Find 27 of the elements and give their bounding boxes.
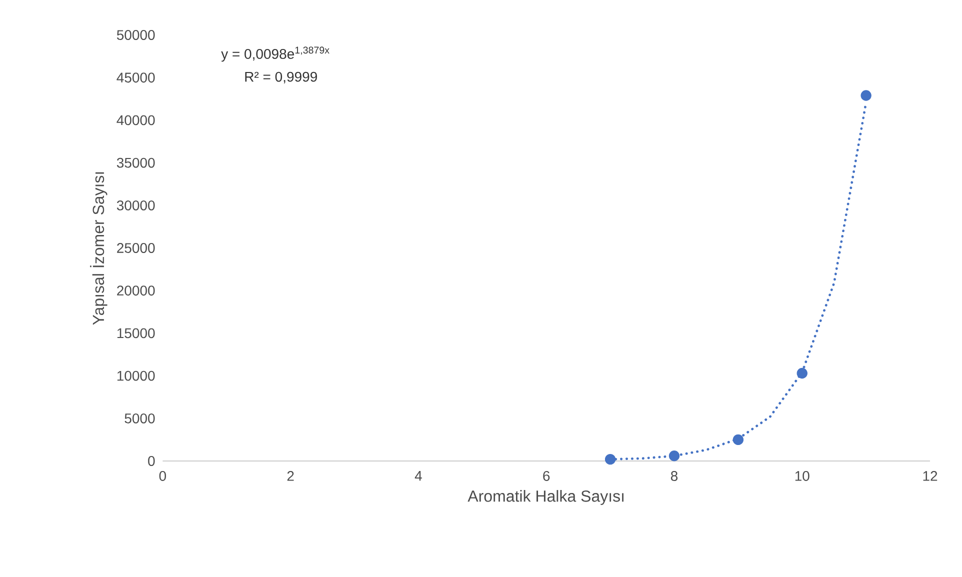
x-tick-label: 10: [795, 471, 810, 481]
x-tick-label: 6: [543, 471, 550, 481]
y-tick-label: 5000: [124, 413, 155, 424]
point: [604, 454, 616, 465]
x-axis-title: Aromatik Halka Sayısı: [468, 490, 624, 505]
y-tick-label: 0: [148, 456, 155, 466]
y-tick-label: 35000: [116, 158, 155, 168]
y-tick-label: 20000: [117, 286, 155, 296]
point: [860, 90, 872, 101]
x-tick-label: 8: [670, 471, 678, 481]
x-tick-label: 0: [159, 471, 166, 481]
annotation: R² = 0,9999: [245, 72, 317, 84]
y-tick-label: 10000: [117, 370, 155, 381]
point: [732, 434, 744, 446]
x-tick-label: 12: [923, 471, 938, 481]
y-axis-title: Yapısal İzomer Sayısı: [90, 172, 108, 325]
x-tick-label: 4: [414, 471, 422, 481]
point: [796, 368, 808, 379]
y-tick-label: 40000: [116, 115, 155, 126]
annotation: y = 0,0098e$^{1,3879x}$: [221, 46, 330, 62]
y-tick-label: 25000: [117, 243, 155, 253]
y-tick-label: 50000: [116, 30, 155, 40]
y-tick-label: 45000: [116, 72, 155, 83]
y-tick-label: 15000: [117, 328, 155, 338]
y-tick-label: 30000: [116, 200, 155, 210]
x-tick-label: 2: [287, 471, 294, 481]
point: [668, 450, 680, 462]
